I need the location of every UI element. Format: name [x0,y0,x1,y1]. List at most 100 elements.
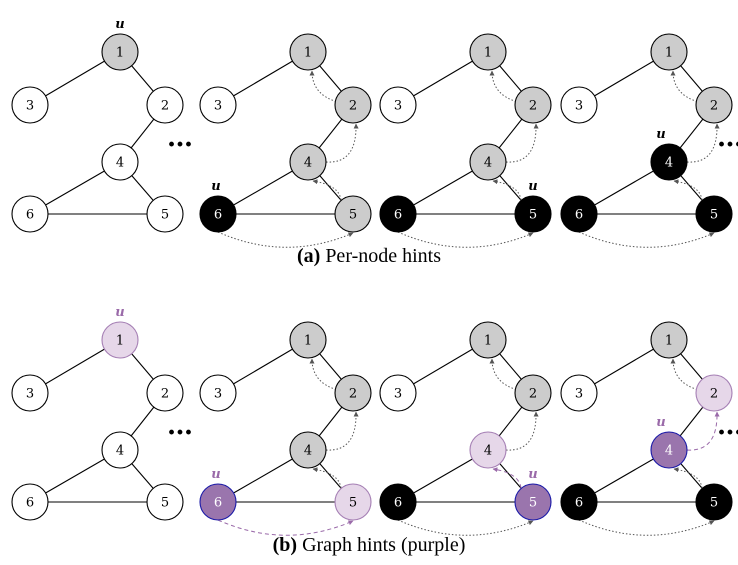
node-3: 3 [560,374,598,412]
edge-2-4 [318,118,343,149]
node-label: 5 [529,208,537,223]
node-label: 5 [710,208,718,223]
node-circle [650,321,688,359]
edge-1-2 [131,65,154,92]
node-5: 5 [334,195,372,233]
node-label: 1 [304,334,312,349]
edge-2-4 [498,406,523,437]
edge-1-2 [499,353,522,380]
panel-2-1: 1 2 3 4 5 6 u [11,305,184,521]
node-circle [101,143,139,181]
caption-b: (b) Graph hints (purple) [0,534,738,557]
node-circle [695,483,733,521]
node-4: 4 [469,143,507,181]
node-circle [379,86,417,124]
node-2: 2 [695,374,733,412]
node-3: 3 [11,86,49,124]
node-circle [695,374,733,412]
edge-1-2 [319,65,342,92]
u-marker: u [656,415,665,430]
ellipsis-1: … [167,123,193,153]
hint-arrow-6-to-5 [217,519,354,536]
node-circle [379,374,417,412]
node-circle [289,431,327,469]
node-circle [560,483,598,521]
node-label: 4 [484,156,492,171]
node-label: 4 [116,444,124,459]
node-circle [514,374,552,412]
edge-1-2 [680,65,703,92]
node-circle [469,321,507,359]
edge-4-5 [319,175,342,201]
node-label: 2 [349,99,357,114]
node-circle [560,195,598,233]
edge-1-3 [233,60,293,97]
hint-arrow-4-to-2 [325,411,359,451]
edge-4-6 [594,170,654,206]
edge-1-2 [680,353,703,380]
node-label: 1 [304,46,312,61]
edge-4-6 [594,458,654,494]
node-label: 1 [665,334,673,349]
node-4: 4 [289,143,327,181]
node-label: 3 [394,99,402,114]
edge-4-5 [319,463,342,489]
node-label: 6 [575,496,583,511]
edge-2-4 [318,406,343,437]
hint-arrow-5-to-4 [312,179,342,201]
node-circle [11,483,49,521]
node-1: 1 [101,321,139,359]
node-label: 3 [214,387,222,402]
node-5: 5 [514,483,552,521]
node-5: 5 [514,195,552,233]
hint-arrow-4-to-2 [505,411,539,451]
node-label: 6 [26,208,34,223]
node-6: 6 [11,483,49,521]
node-6: 6 [379,195,417,233]
u-marker: u [115,305,124,320]
node-label: 6 [26,496,34,511]
node-2: 2 [334,86,372,124]
node-5: 5 [146,483,184,521]
node-circle [469,33,507,71]
node-circle [146,483,184,521]
node-2: 2 [146,86,184,124]
edge-2-4 [679,406,704,437]
node-4: 4 [101,143,139,181]
hint-arrow-6-to-5 [397,231,534,248]
node-4: 4 [650,143,688,181]
edge-1-3 [233,348,293,385]
node-circle [514,483,552,521]
node-1: 1 [650,33,688,71]
row-per-node-hints: 123456u123456u123456u123456u…… [11,17,738,248]
node-4: 4 [650,431,688,469]
node-label: 6 [575,208,583,223]
node-label: 5 [529,496,537,511]
node-label: 3 [214,99,222,114]
node-1: 1 [469,33,507,71]
node-label: 5 [161,496,169,511]
edge-4-6 [413,170,473,206]
node-3: 3 [560,86,598,124]
node-3: 3 [11,374,49,412]
node-label: 3 [575,99,583,114]
node-label: 1 [116,334,124,349]
node-2: 2 [146,374,184,412]
node-circle [334,374,372,412]
hint-arrow-6-to-5 [578,231,715,248]
u-marker: u [528,179,537,194]
edge-2-4 [498,118,523,149]
node-1: 1 [289,33,327,71]
edge-4-5 [131,175,154,201]
node-label: 2 [710,99,718,114]
panel-1-3: 1 2 3 4 5 6 u [379,33,552,248]
node-label: 4 [304,444,312,459]
node-circle [146,195,184,233]
node-circle [289,321,327,359]
node-4: 4 [289,431,327,469]
node-label: 6 [214,208,222,223]
node-label: 3 [26,99,34,114]
hint-arrow-5-to-4 [673,179,703,201]
hint-arrow-6-to-5 [397,519,534,536]
node-circle [289,33,327,71]
